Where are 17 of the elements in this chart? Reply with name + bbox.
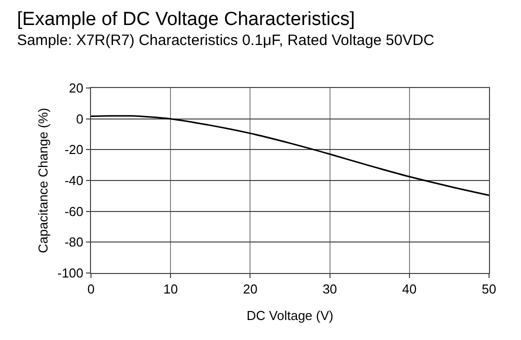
x-tick-label: 20: [242, 282, 258, 297]
chart-subtitle: Sample: X7R(R7) Characteristics 0.1μF, Rated Voltage 50VDC: [17, 32, 434, 49]
y-tick-label: -40: [64, 173, 84, 188]
x-tick-label: 30: [322, 282, 338, 297]
y-tick-label: -80: [64, 234, 84, 250]
y-axis-title: Capacitance Change (%): [35, 108, 50, 254]
x-tick-label: 10: [163, 282, 178, 297]
x-tick-label: 50: [482, 282, 496, 297]
x-tick-label: 0: [87, 282, 95, 297]
y-tick-label: -60: [64, 204, 84, 219]
y-tick-label: -20: [64, 142, 84, 158]
y-tick-label: 0: [76, 111, 84, 126]
x-axis-title: DC Voltage (V): [246, 308, 334, 324]
x-tick-label: 40: [402, 282, 417, 297]
y-tick-label: -100: [57, 266, 84, 281]
y-tick-label: 20: [68, 80, 84, 96]
chart-title: [Example of DC Voltage Characteristics]: [17, 9, 355, 30]
